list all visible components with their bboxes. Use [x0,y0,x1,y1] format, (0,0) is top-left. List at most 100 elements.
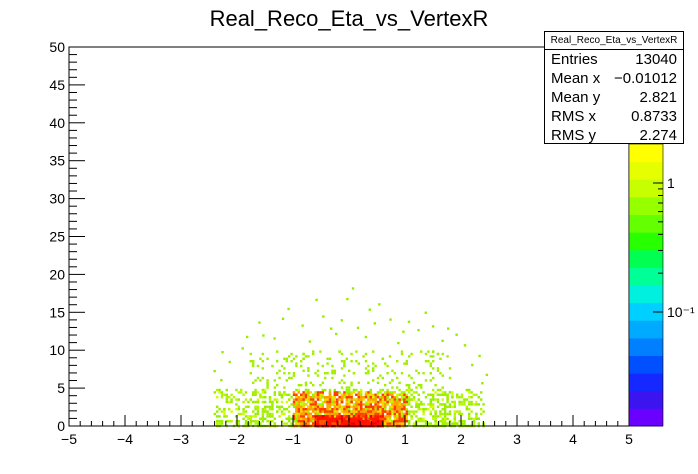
density-cell [326,400,329,404]
density-cell [249,352,252,356]
density-cell [444,410,447,413]
density-cell [280,400,284,404]
density-cell [355,398,358,401]
density-cell [374,422,377,425]
density-cell [393,410,396,413]
density-cell [268,420,272,423]
density-cell [475,415,478,418]
density-cell [405,396,408,399]
density-cell [295,400,298,404]
density-cell [307,420,310,423]
density-cell [367,381,370,384]
x-tick-label: 0 [345,431,353,447]
density-cell [364,410,368,413]
data-point [301,324,304,327]
density-cell [261,415,264,418]
chart-title: Real_Reco_Eta_vs_VertexR [210,6,489,31]
density-cell [345,391,348,394]
density-cell [235,420,238,423]
density-cell [261,396,264,399]
density-cell [295,403,298,406]
density-cell [331,415,334,418]
density-cell [333,405,336,408]
density-cell [393,417,396,420]
density-cell [273,391,276,394]
density-cell [254,388,257,392]
density-cell [340,405,344,408]
density-cell [276,400,279,404]
density-cell [276,360,279,363]
density-cell [254,405,257,408]
density-cell [393,412,396,416]
density-cell [259,393,262,396]
density-cell [336,398,339,401]
density-cell [321,410,324,413]
density-cell [432,388,435,392]
density-cell [460,422,464,425]
density-cell [343,364,346,368]
data-point [368,308,371,311]
density-cell [319,405,322,408]
density-cell [326,408,329,411]
density-cell [348,388,351,392]
density-cell [403,415,406,418]
density-cell [273,379,276,382]
density-cell [276,398,279,401]
density-cell [379,405,382,408]
density-cell [285,408,288,411]
density-cell [372,415,375,418]
density-cell [304,420,308,423]
density-cell [295,405,298,408]
density-cell [292,357,296,360]
density-cell [472,420,476,423]
density-cell [360,415,363,418]
density-cell [333,388,336,392]
density-cell [302,398,305,401]
palette-segment [629,249,663,268]
density-cell [304,355,308,358]
density-cell [345,420,348,423]
density-cell [376,381,380,384]
density-cell [381,388,384,392]
density-cell [391,405,394,408]
density-cell [436,388,440,392]
density-cell [429,405,432,408]
density-cell [482,403,485,406]
density-cell [376,412,380,416]
density-cell [463,422,466,425]
density-cell [362,410,365,413]
density-cell [374,393,377,396]
density-cell [412,381,416,384]
density-cell [372,398,375,401]
density-cell [331,369,334,372]
density-cell [429,422,432,425]
density-cell [379,391,382,394]
density-cell [432,360,435,363]
density-cell [444,415,447,418]
density-cell [319,408,322,411]
density-cell [436,415,440,418]
density-cell [264,408,267,411]
density-cell [300,398,303,401]
data-point [455,333,458,336]
density-cell [367,400,370,404]
density-cell [338,398,341,401]
density-cell [386,396,389,399]
data-point [424,311,427,314]
density-cell [283,367,286,370]
density-cell [369,403,372,406]
density-cell [261,360,264,363]
density-cell [302,396,305,399]
density-cell [408,391,411,394]
density-cell [220,420,224,423]
density-cell [302,357,305,360]
density-cell [261,417,264,420]
density-cell [432,417,435,420]
density-cell [451,400,454,404]
density-cell [225,400,228,404]
stats-value: 13040 [635,51,677,68]
density-cell [288,393,291,396]
density-cell [420,400,423,404]
density-cell [441,374,444,377]
density-cell [295,364,298,368]
